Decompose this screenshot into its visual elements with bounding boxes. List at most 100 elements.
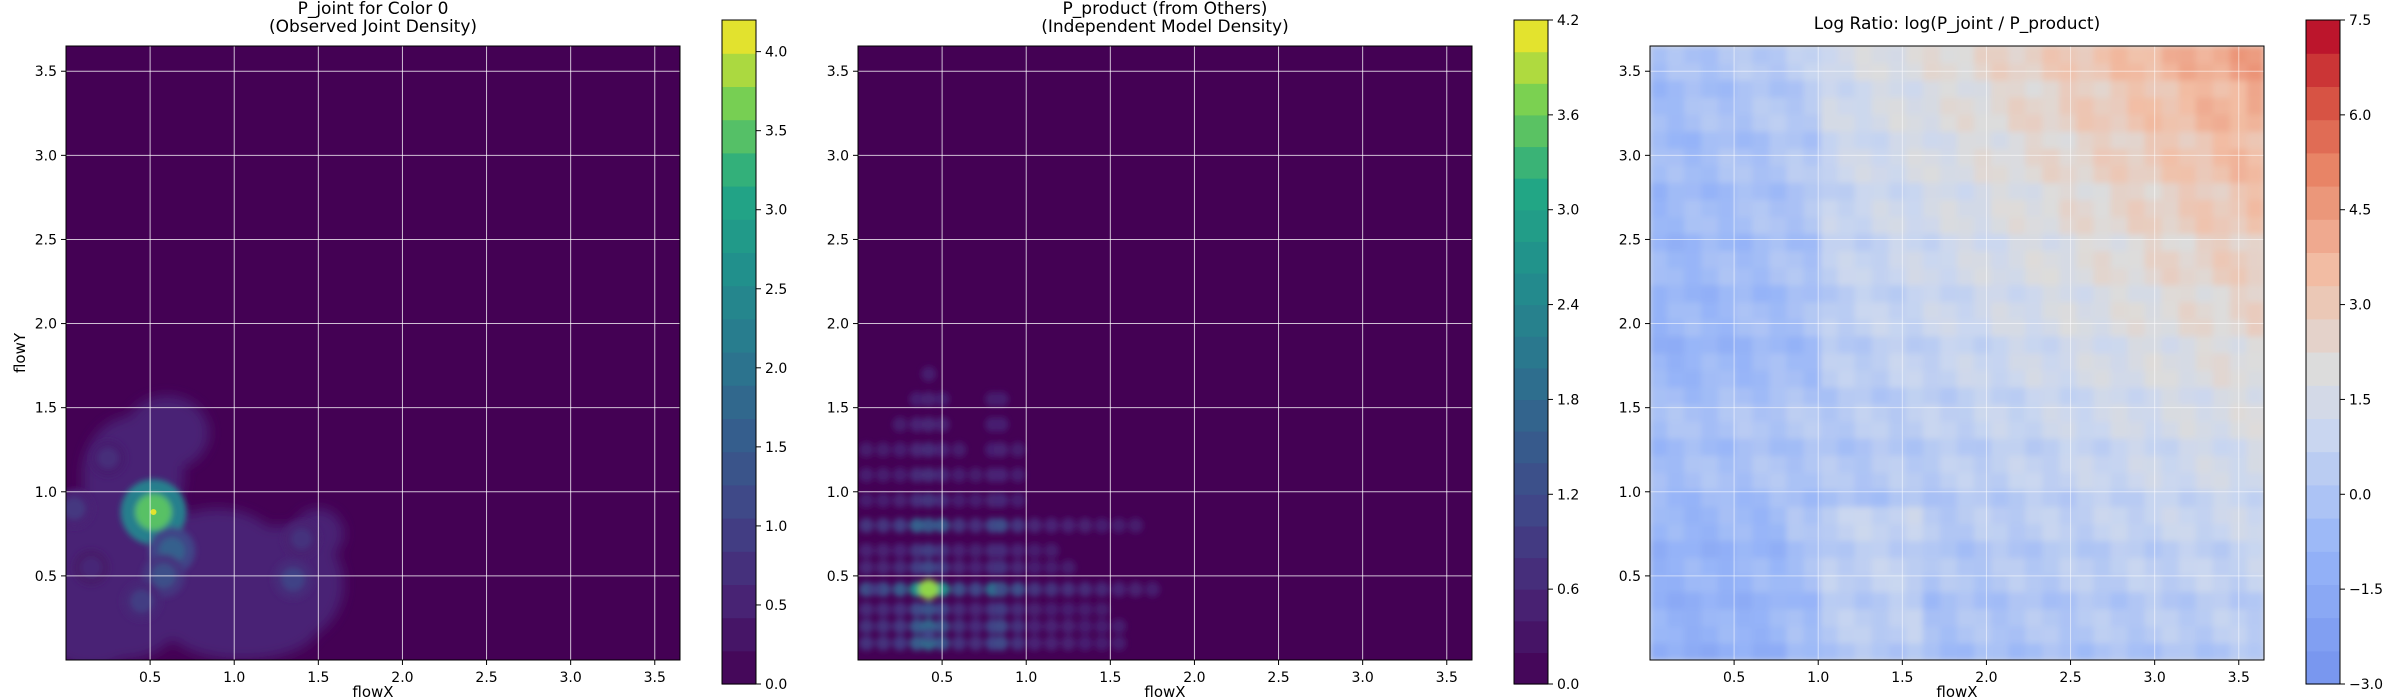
density-peak xyxy=(918,579,939,600)
y-axis: 0.51.01.52.02.53.03.5 xyxy=(35,64,66,585)
ratio-cell xyxy=(1701,353,1719,371)
ratio-cell xyxy=(1752,63,1770,81)
ratio-cell xyxy=(1684,284,1702,303)
colorbar-segment xyxy=(1514,178,1548,211)
ratio-cell xyxy=(1991,267,2009,286)
ratio-cell xyxy=(1684,165,1702,183)
ratio-cell xyxy=(1957,165,1975,183)
ratio-cell xyxy=(1803,370,1822,388)
ratio-cell xyxy=(1922,318,1941,337)
ratio-cell xyxy=(2212,250,2231,269)
colorbar-segment xyxy=(2306,650,2340,685)
ratio-cell xyxy=(1684,421,1702,439)
ratio-cell xyxy=(1769,250,1787,269)
ratio-cell xyxy=(1735,250,1753,269)
colorbar-segment xyxy=(1514,620,1548,653)
colorbar-segment xyxy=(2306,318,2340,353)
ratio-cell xyxy=(2144,318,2163,337)
ratio-cell xyxy=(1735,455,1753,473)
ratio-cell xyxy=(2195,97,2214,115)
ratio-cell xyxy=(2161,233,2180,252)
ratio-cell xyxy=(1905,267,1924,286)
ratio-cell xyxy=(2025,557,2043,576)
ratio-cell xyxy=(1854,642,1873,660)
product-cell xyxy=(993,467,1009,483)
product-cell xyxy=(875,618,891,634)
ratio-cell xyxy=(2127,335,2146,354)
ratio-cell xyxy=(2212,131,2231,149)
product-cell xyxy=(968,559,984,576)
ratio-cell xyxy=(2144,642,2163,660)
plot-area xyxy=(65,45,681,661)
ratio-cell xyxy=(2127,148,2146,166)
ratio-cell xyxy=(1718,404,1736,422)
ratio-cell xyxy=(1837,489,1856,507)
ratio-cell xyxy=(1718,370,1736,388)
ratio-cell xyxy=(1701,506,1719,525)
ratio-cell xyxy=(2093,318,2111,337)
colorbar-segment xyxy=(1514,431,1548,464)
ratio-cell xyxy=(2178,540,2197,559)
ratio-cell xyxy=(2059,199,2077,218)
ratio-cell xyxy=(1786,335,1804,354)
ratio-cell xyxy=(1718,182,1736,200)
ratio-cell xyxy=(1650,472,1668,490)
ratio-cell xyxy=(2178,301,2197,320)
ratio-cell xyxy=(1820,284,1839,303)
ratio-cell xyxy=(2042,574,2060,593)
ratio-cell xyxy=(1803,404,1822,422)
ratio-cell xyxy=(2110,506,2129,525)
ratio-cell xyxy=(1718,472,1736,490)
ratio-cell xyxy=(1667,625,1685,644)
ratio-cell xyxy=(1803,421,1822,439)
product-cell xyxy=(993,492,1009,508)
ratio-cell xyxy=(2195,131,2214,149)
product-cell xyxy=(892,635,908,651)
ratio-cell xyxy=(1718,387,1736,405)
ratio-cell xyxy=(1939,523,1958,542)
ratio-cell xyxy=(2093,455,2111,473)
colorbar-segment xyxy=(722,385,756,419)
ratio-cell xyxy=(1650,489,1668,507)
ratio-cell xyxy=(1752,335,1770,354)
ratio-cell xyxy=(1939,591,1958,610)
ratio-cell xyxy=(1939,608,1958,627)
ratio-cell xyxy=(1718,131,1736,149)
ratio-cell xyxy=(1820,97,1839,115)
ratio-cell xyxy=(1905,335,1924,354)
ratio-cell xyxy=(1957,80,1975,98)
ratio-cell xyxy=(1991,608,2009,627)
plot-area xyxy=(857,45,1473,661)
ratio-cell xyxy=(1667,284,1685,303)
ratio-cell xyxy=(1769,284,1787,303)
ratio-cell xyxy=(1854,557,1873,576)
ratio-cell xyxy=(1803,131,1822,149)
ratio-cell xyxy=(1854,335,1873,354)
colorbar-tick-label: −3.0 xyxy=(2349,677,2383,693)
ratio-cell xyxy=(1905,301,1924,320)
ratio-cell xyxy=(1871,387,1890,405)
ratio-cell xyxy=(2093,404,2111,422)
colorbar-tick-label: 0.5 xyxy=(765,598,787,614)
ratio-cell xyxy=(1684,318,1702,337)
ratio-cell xyxy=(1786,165,1804,183)
ratio-cell xyxy=(2212,557,2231,576)
colorbar-segment xyxy=(722,484,756,519)
ratio-cell xyxy=(1854,625,1873,644)
ratio-cell xyxy=(2127,574,2146,593)
ratio-cell xyxy=(2195,557,2214,576)
product-cell xyxy=(1094,635,1110,651)
colorbar-tick-label: 0.0 xyxy=(765,677,787,693)
ratio-cell xyxy=(2144,250,2163,269)
colorbar-segment xyxy=(722,285,756,320)
ratio-cell xyxy=(1650,284,1668,303)
ratio-cell xyxy=(1769,370,1787,388)
ratio-cell xyxy=(1667,335,1685,354)
ratio-cell xyxy=(1888,370,1907,388)
ratio-cell xyxy=(1888,250,1907,269)
ratio-cell xyxy=(1718,114,1736,132)
ratio-cell xyxy=(2127,233,2146,252)
ratio-cell xyxy=(1854,523,1873,542)
ratio-cell xyxy=(2144,131,2163,149)
ratio-cell xyxy=(2093,540,2111,559)
